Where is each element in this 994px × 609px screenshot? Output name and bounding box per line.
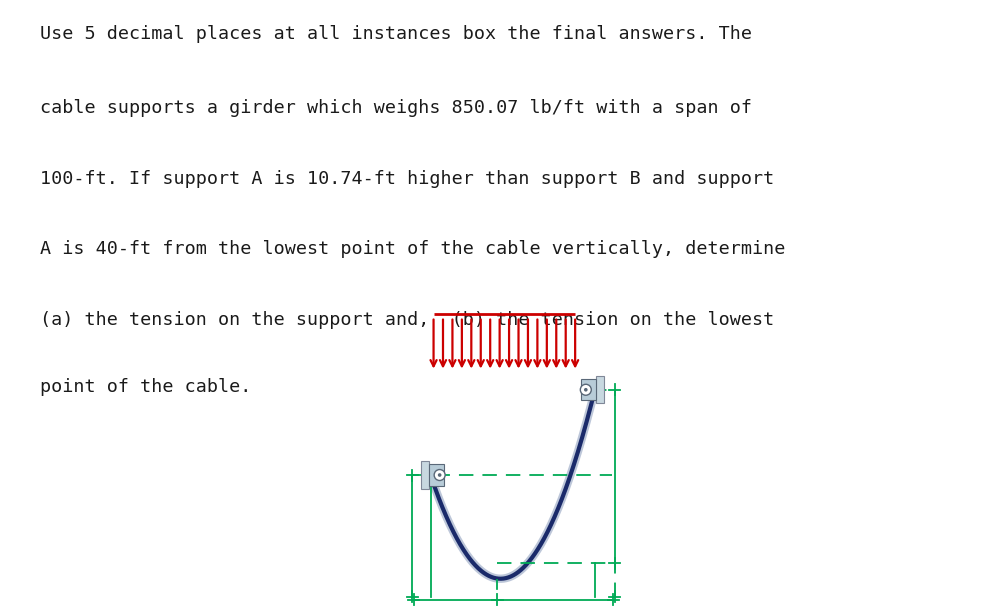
FancyBboxPatch shape (428, 464, 443, 486)
Circle shape (433, 470, 444, 481)
Text: cable supports a girder which weighs 850.07 lb/ft with a span of: cable supports a girder which weighs 850… (40, 99, 751, 117)
Circle shape (437, 473, 441, 477)
Text: 100-ft. If support A is 10.74-ft higher than support B and support: 100-ft. If support A is 10.74-ft higher … (40, 169, 773, 188)
Text: point of the cable.: point of the cable. (40, 378, 250, 396)
Bar (420, 462, 428, 488)
Circle shape (583, 388, 587, 392)
FancyBboxPatch shape (580, 379, 595, 401)
Text: A is 40-ft from the lowest point of the cable vertically, determine: A is 40-ft from the lowest point of the … (40, 240, 784, 258)
Text: Use 5 decimal places at all instances box the final answers. The: Use 5 decimal places at all instances bo… (40, 25, 751, 43)
Circle shape (580, 384, 590, 395)
Text: (a) the tension on the support and,  (b) the tension on the lowest: (a) the tension on the support and, (b) … (40, 311, 773, 329)
Bar (595, 376, 603, 404)
